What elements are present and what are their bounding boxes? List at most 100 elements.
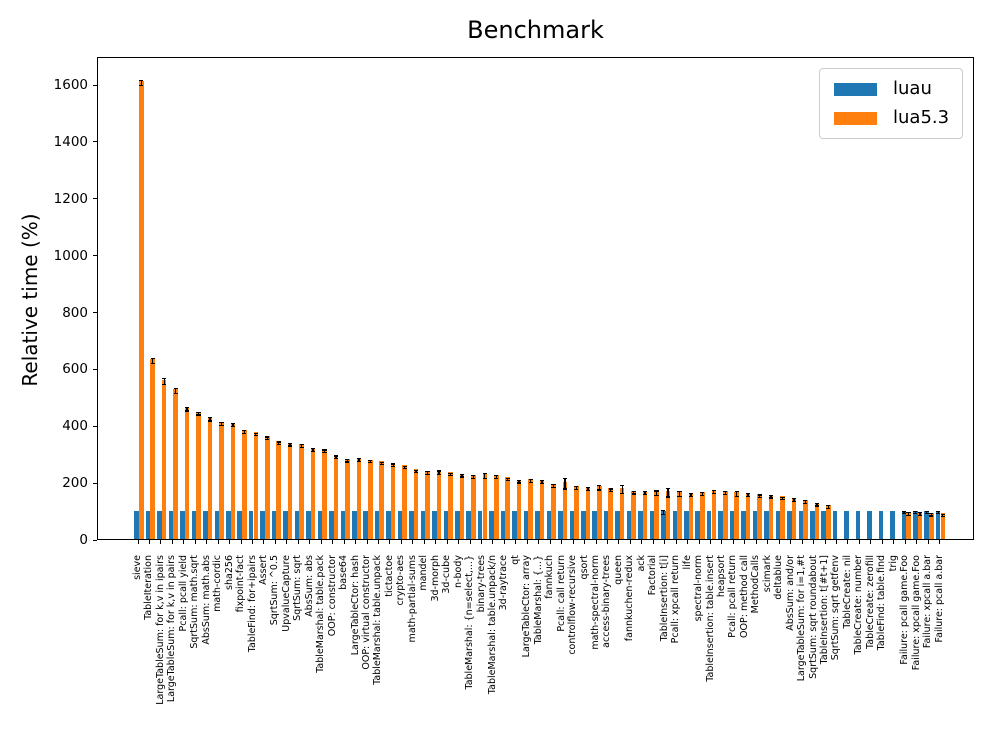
error-bar-cap [585, 487, 590, 489]
error-bar-cap [551, 483, 556, 485]
x-tick-label-text: 3d-morph [429, 555, 441, 602]
error-bar [610, 488, 612, 492]
x-tick-mark [320, 540, 322, 544]
bar-lua5.3 [184, 407, 190, 539]
error-bar [552, 484, 555, 488]
error-bar [266, 436, 268, 440]
x-tick-mark [194, 540, 196, 544]
error-bar-cap [700, 495, 705, 497]
error-bar-cap [505, 479, 510, 482]
error-bar-cap [276, 441, 281, 443]
bar-lua5.3 [253, 432, 259, 539]
error-bar-cap [723, 491, 728, 493]
error-bar-cap [677, 491, 682, 493]
error-bar [335, 455, 337, 459]
error-bar [197, 412, 200, 416]
y-axis-label: Relative time (%) [18, 213, 42, 387]
bar-luau [535, 510, 540, 539]
error-bar [381, 462, 383, 465]
x-tick-mark [710, 540, 711, 544]
error-bar [713, 490, 715, 494]
bar-luau [443, 510, 449, 539]
x-tick-label-text: 3d-cube [441, 555, 453, 594]
bar-lua5.3 [276, 441, 281, 539]
bar-luau [168, 510, 174, 539]
x-tick-mark [423, 540, 425, 544]
x-tick-label-text: math-partial-sums [406, 555, 418, 643]
error-bar [426, 471, 429, 475]
error-bar-cap [207, 416, 213, 419]
error-bar-cap [780, 496, 785, 498]
x-tick-label-text: OOP: virtual constructor [361, 555, 372, 670]
error-bar-cap [528, 478, 533, 481]
error-bar [758, 494, 761, 498]
bar-luau [718, 510, 723, 539]
bar-luau [523, 510, 529, 539]
bar-lua5.3 [322, 449, 327, 539]
error-bar [484, 473, 486, 479]
bar-lua5.3 [585, 487, 591, 539]
y-tick-label: 400 [62, 418, 88, 435]
error-bar-cap [448, 472, 453, 474]
y-tick-label: 800 [62, 304, 88, 321]
bar-luau [672, 510, 678, 539]
error-bar [644, 491, 646, 495]
error-bar-cap [162, 383, 167, 386]
error-bar-cap [436, 473, 442, 476]
x-tick-label-text: qsort [578, 555, 590, 580]
x-tick-mark [778, 540, 780, 544]
x-tick-mark [503, 540, 505, 544]
error-bar-cap [917, 514, 922, 516]
error-bar-cap [368, 459, 373, 462]
bar-lua5.3 [242, 429, 247, 539]
x-tick-label-text: TableMarshal: table.pack [315, 555, 327, 673]
bar-luau [466, 510, 472, 539]
bar-lua5.3 [929, 512, 934, 539]
error-bar-cap [620, 493, 625, 495]
error-bar-cap [940, 513, 945, 515]
x-tick-mark [148, 540, 150, 544]
error-bar [781, 497, 784, 500]
error-bar [392, 463, 394, 467]
error-bar [827, 505, 829, 509]
error-bar-cap [608, 488, 613, 490]
error-bar [358, 458, 360, 462]
error-bar-cap [631, 490, 636, 492]
x-tick-label-text: fannkuchen-redux [624, 555, 636, 642]
error-bar-cap [253, 434, 258, 437]
error-bar-cap [711, 489, 716, 491]
error-bar-cap [425, 473, 430, 475]
bar-luau [237, 510, 243, 539]
bar-luau [294, 510, 300, 539]
error-bar [438, 471, 440, 475]
x-tick-label-text: TableInsertion: t[i] [658, 555, 670, 642]
error-bar-cap [517, 482, 522, 484]
bar-luau [248, 510, 254, 539]
x-tick-label-text: Pcall: xpcall return [670, 555, 682, 644]
bar-luau [340, 510, 346, 539]
error-bar-cap [379, 463, 384, 466]
error-bar-cap [482, 477, 487, 479]
x-tick-label-text: LargeTableSum: for i=1,#t [796, 555, 808, 682]
x-tick-label-text: Failure: pcall game.Foo [899, 555, 911, 665]
error-bar [507, 478, 509, 481]
x-tick-mark [377, 540, 379, 544]
error-bar-cap [734, 495, 739, 497]
x-tick-label-text: life [681, 555, 693, 570]
bar-luau [386, 510, 391, 539]
error-bar-cap [310, 448, 316, 450]
bar-lua5.3 [940, 513, 946, 539]
x-tick-mark [595, 540, 597, 544]
bar-luau [913, 510, 918, 539]
x-tick-mark [389, 540, 391, 544]
x-tick-mark [481, 540, 482, 544]
y-tick-mark [93, 312, 97, 313]
bar-luau [661, 510, 666, 539]
error-bar-cap [608, 491, 613, 493]
error-bar-cap [288, 443, 293, 445]
x-tick-label-text: scimark [761, 555, 773, 593]
y-tick-mark [93, 198, 97, 200]
error-bar-cap [723, 494, 728, 496]
x-tick-label-text: access-binary-trees [601, 555, 613, 648]
bar-lua5.3 [619, 487, 625, 539]
